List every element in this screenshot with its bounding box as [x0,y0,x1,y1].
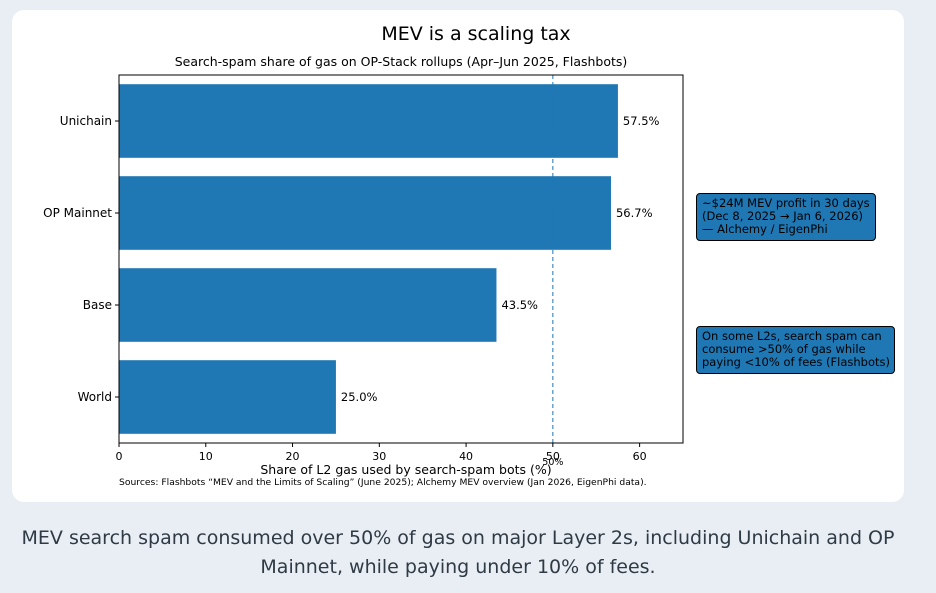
bar-base [119,268,497,342]
bar-value-label: 57.5% [623,114,660,128]
bar-value-label: 25.0% [341,390,378,404]
plot-frame [118,74,684,444]
sources-note: Sources: Flashbots “MEV and the Limits o… [119,477,647,488]
reference-line-label: 50% [542,457,563,468]
chart-subtitle: Search-spam share of gas on OP-Stack rol… [175,54,628,69]
y-tick-label: OP Mainnet [43,206,112,220]
annotation-spam-fees-line-3: paying <10% of fees (Flashbots) [702,355,890,369]
y-tick-label: Base [83,298,112,312]
x-tick-label: 10 [199,450,213,463]
annotation-spam-fees-line-1: On some L2s, search spam can [702,329,882,343]
x-tick-label: 0 [116,450,123,463]
annotation-mev-profit: ~$24M MEV profit in 30 days (Dec 8, 2025… [696,193,876,241]
x-tick-label: 60 [633,450,647,463]
figure-caption: MEV search spam consumed over 50% of gas… [21,527,895,578]
annotation-spam-fees: On some L2s, search spam can consume >50… [696,326,895,374]
x-tick-label: 50 [546,450,560,463]
bar-world [119,360,336,434]
annotation-mev-profit-line-3: — Alchemy / EigenPhi [702,222,828,236]
y-tick-label: World [78,390,112,404]
bar-op-mainnet [119,176,611,250]
x-tick-label: 30 [372,450,386,463]
annotation-mev-profit-line-2: (Dec 8, 2025 → Jan 6, 2026) [702,209,863,223]
y-tick-label: Unichain [60,114,112,128]
x-axis-label: Share of L2 gas used by search-spam bots… [260,462,551,477]
chart-title: MEV is a scaling tax [381,23,570,45]
chart: MEV is a scaling tax Search-spam share o… [43,23,684,488]
bar-unichain [119,84,618,158]
x-tick-label: 40 [459,450,473,463]
bar-value-label: 43.5% [501,298,538,312]
annotation-mev-profit-line-1: ~$24M MEV profit in 30 days [702,196,870,210]
annotation-spam-fees-line-2: consume >50% of gas while [702,342,866,356]
bar-value-label: 56.7% [616,206,653,220]
x-tick-label: 20 [286,450,300,463]
